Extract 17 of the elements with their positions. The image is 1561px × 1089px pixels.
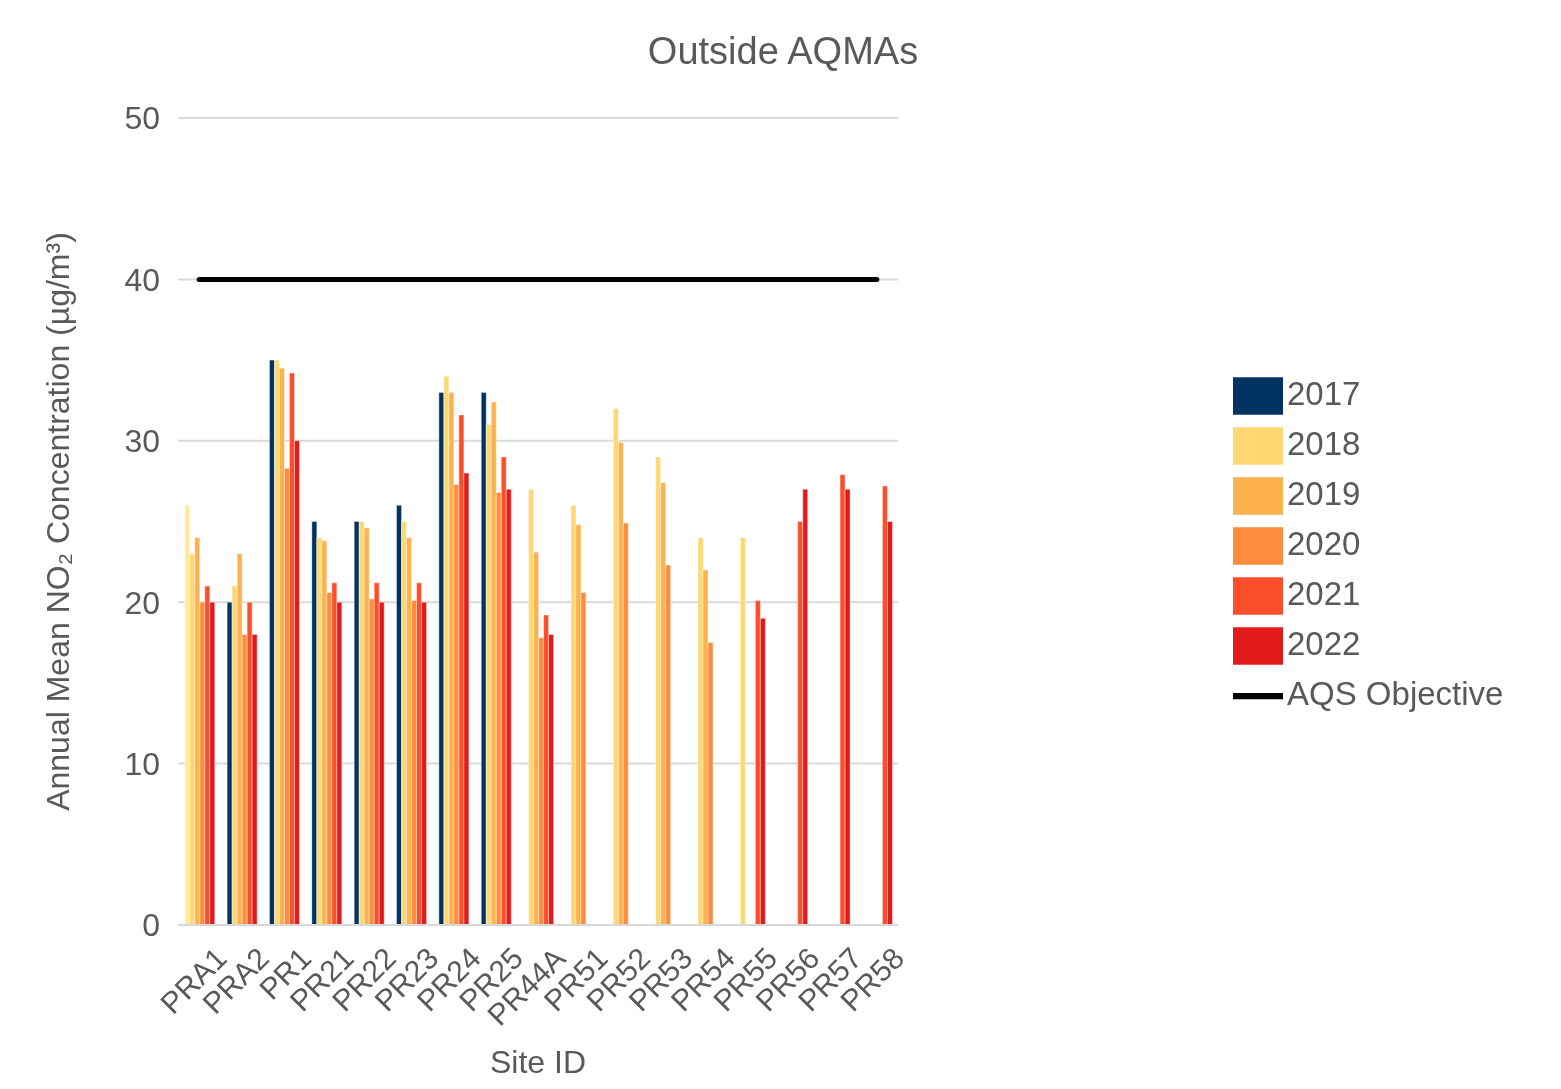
y-tick-label: 30 [124,423,160,460]
y-tick-label: 10 [124,745,160,782]
legend-label: 2018 [1287,424,1361,462]
y-tick-label: 20 [124,584,160,621]
legend-label: 2022 [1287,624,1361,662]
y-tick-label: 50 [124,100,160,137]
legend-label: 2020 [1287,524,1361,562]
y-tick-label: 0 [142,907,160,944]
x-axis-title: Site ID [489,1044,587,1080]
y-tick-label: 40 [124,261,160,298]
legend-label: AQS Objective [1287,674,1504,712]
y-axis-title: Annual Mean NO₂ Concentration (µg/m³) [40,232,77,811]
bar [739,537,746,925]
legend-label: 2017 [1287,374,1361,412]
chart-title: Outside AQMAs [646,30,920,73]
legend-label: 2021 [1287,574,1361,612]
legend-label: 2019 [1287,474,1361,512]
